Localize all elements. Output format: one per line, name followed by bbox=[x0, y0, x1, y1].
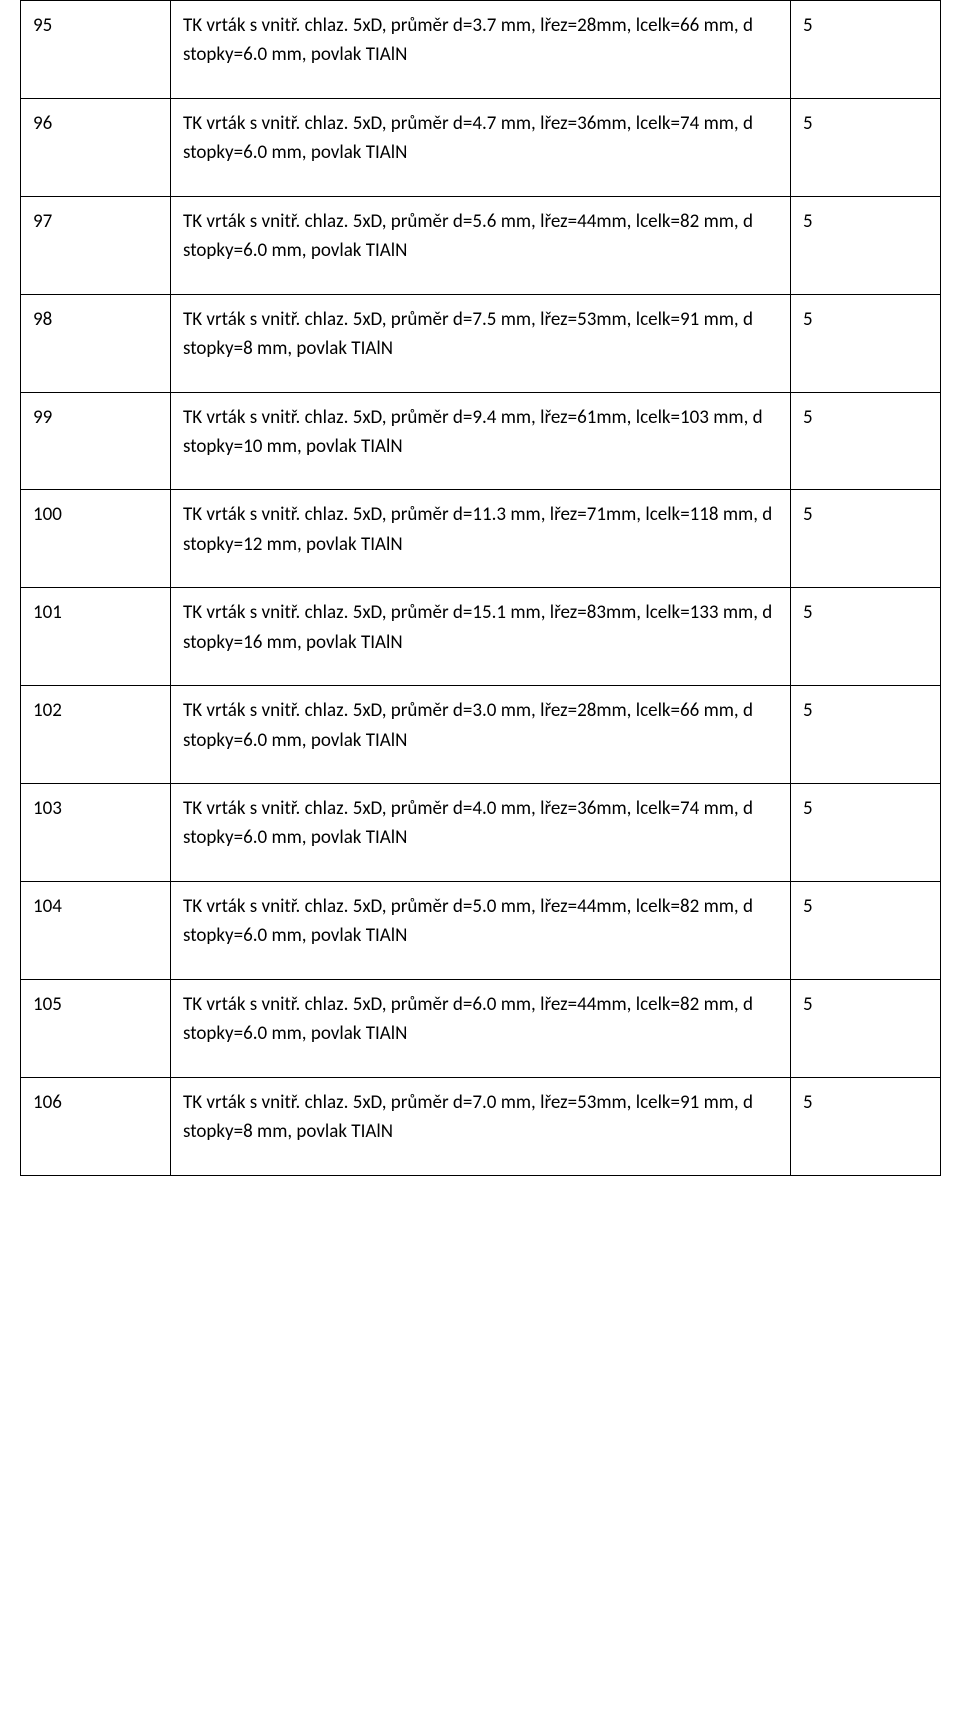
spec-table: 95TK vrták s vnitř. chlaz. 5xD, průměr d… bbox=[20, 0, 941, 1176]
row-description: TK vrták s vnitř. chlaz. 5xD, průměr d=1… bbox=[171, 588, 791, 686]
row-description: TK vrták s vnitř. chlaz. 5xD, průměr d=1… bbox=[171, 490, 791, 588]
row-number: 102 bbox=[21, 686, 171, 784]
row-quantity: 5 bbox=[791, 784, 941, 882]
row-number: 104 bbox=[21, 881, 171, 979]
row-description: TK vrták s vnitř. chlaz. 5xD, průměr d=4… bbox=[171, 98, 791, 196]
table-row: 98TK vrták s vnitř. chlaz. 5xD, průměr d… bbox=[21, 294, 941, 392]
row-number: 101 bbox=[21, 588, 171, 686]
row-number: 95 bbox=[21, 1, 171, 99]
table-row: 103TK vrták s vnitř. chlaz. 5xD, průměr … bbox=[21, 784, 941, 882]
row-description: TK vrták s vnitř. chlaz. 5xD, průměr d=5… bbox=[171, 881, 791, 979]
table-row: 106TK vrták s vnitř. chlaz. 5xD, průměr … bbox=[21, 1077, 941, 1175]
table-row: 101TK vrták s vnitř. chlaz. 5xD, průměr … bbox=[21, 588, 941, 686]
table-row: 99TK vrták s vnitř. chlaz. 5xD, průměr d… bbox=[21, 392, 941, 490]
table-row: 97TK vrták s vnitř. chlaz. 5xD, průměr d… bbox=[21, 196, 941, 294]
row-description: TK vrták s vnitř. chlaz. 5xD, průměr d=3… bbox=[171, 1, 791, 99]
row-quantity: 5 bbox=[791, 686, 941, 784]
row-description: TK vrták s vnitř. chlaz. 5xD, průměr d=6… bbox=[171, 979, 791, 1077]
row-number: 99 bbox=[21, 392, 171, 490]
row-number: 98 bbox=[21, 294, 171, 392]
row-number: 96 bbox=[21, 98, 171, 196]
row-description: TK vrták s vnitř. chlaz. 5xD, průměr d=7… bbox=[171, 1077, 791, 1175]
row-number: 106 bbox=[21, 1077, 171, 1175]
row-description: TK vrták s vnitř. chlaz. 5xD, průměr d=4… bbox=[171, 784, 791, 882]
table-row: 102TK vrták s vnitř. chlaz. 5xD, průměr … bbox=[21, 686, 941, 784]
row-quantity: 5 bbox=[791, 1077, 941, 1175]
row-number: 97 bbox=[21, 196, 171, 294]
row-description: TK vrták s vnitř. chlaz. 5xD, průměr d=5… bbox=[171, 196, 791, 294]
row-quantity: 5 bbox=[791, 294, 941, 392]
row-quantity: 5 bbox=[791, 392, 941, 490]
row-number: 105 bbox=[21, 979, 171, 1077]
row-quantity: 5 bbox=[791, 881, 941, 979]
row-quantity: 5 bbox=[791, 588, 941, 686]
row-number: 103 bbox=[21, 784, 171, 882]
table-row: 96TK vrták s vnitř. chlaz. 5xD, průměr d… bbox=[21, 98, 941, 196]
table-row: 95TK vrták s vnitř. chlaz. 5xD, průměr d… bbox=[21, 1, 941, 99]
row-quantity: 5 bbox=[791, 1, 941, 99]
row-description: TK vrták s vnitř. chlaz. 5xD, průměr d=3… bbox=[171, 686, 791, 784]
row-quantity: 5 bbox=[791, 979, 941, 1077]
row-description: TK vrták s vnitř. chlaz. 5xD, průměr d=9… bbox=[171, 392, 791, 490]
table-row: 100TK vrták s vnitř. chlaz. 5xD, průměr … bbox=[21, 490, 941, 588]
row-number: 100 bbox=[21, 490, 171, 588]
row-description: TK vrták s vnitř. chlaz. 5xD, průměr d=7… bbox=[171, 294, 791, 392]
row-quantity: 5 bbox=[791, 490, 941, 588]
row-quantity: 5 bbox=[791, 98, 941, 196]
table-row: 104TK vrták s vnitř. chlaz. 5xD, průměr … bbox=[21, 881, 941, 979]
row-quantity: 5 bbox=[791, 196, 941, 294]
table-row: 105TK vrták s vnitř. chlaz. 5xD, průměr … bbox=[21, 979, 941, 1077]
